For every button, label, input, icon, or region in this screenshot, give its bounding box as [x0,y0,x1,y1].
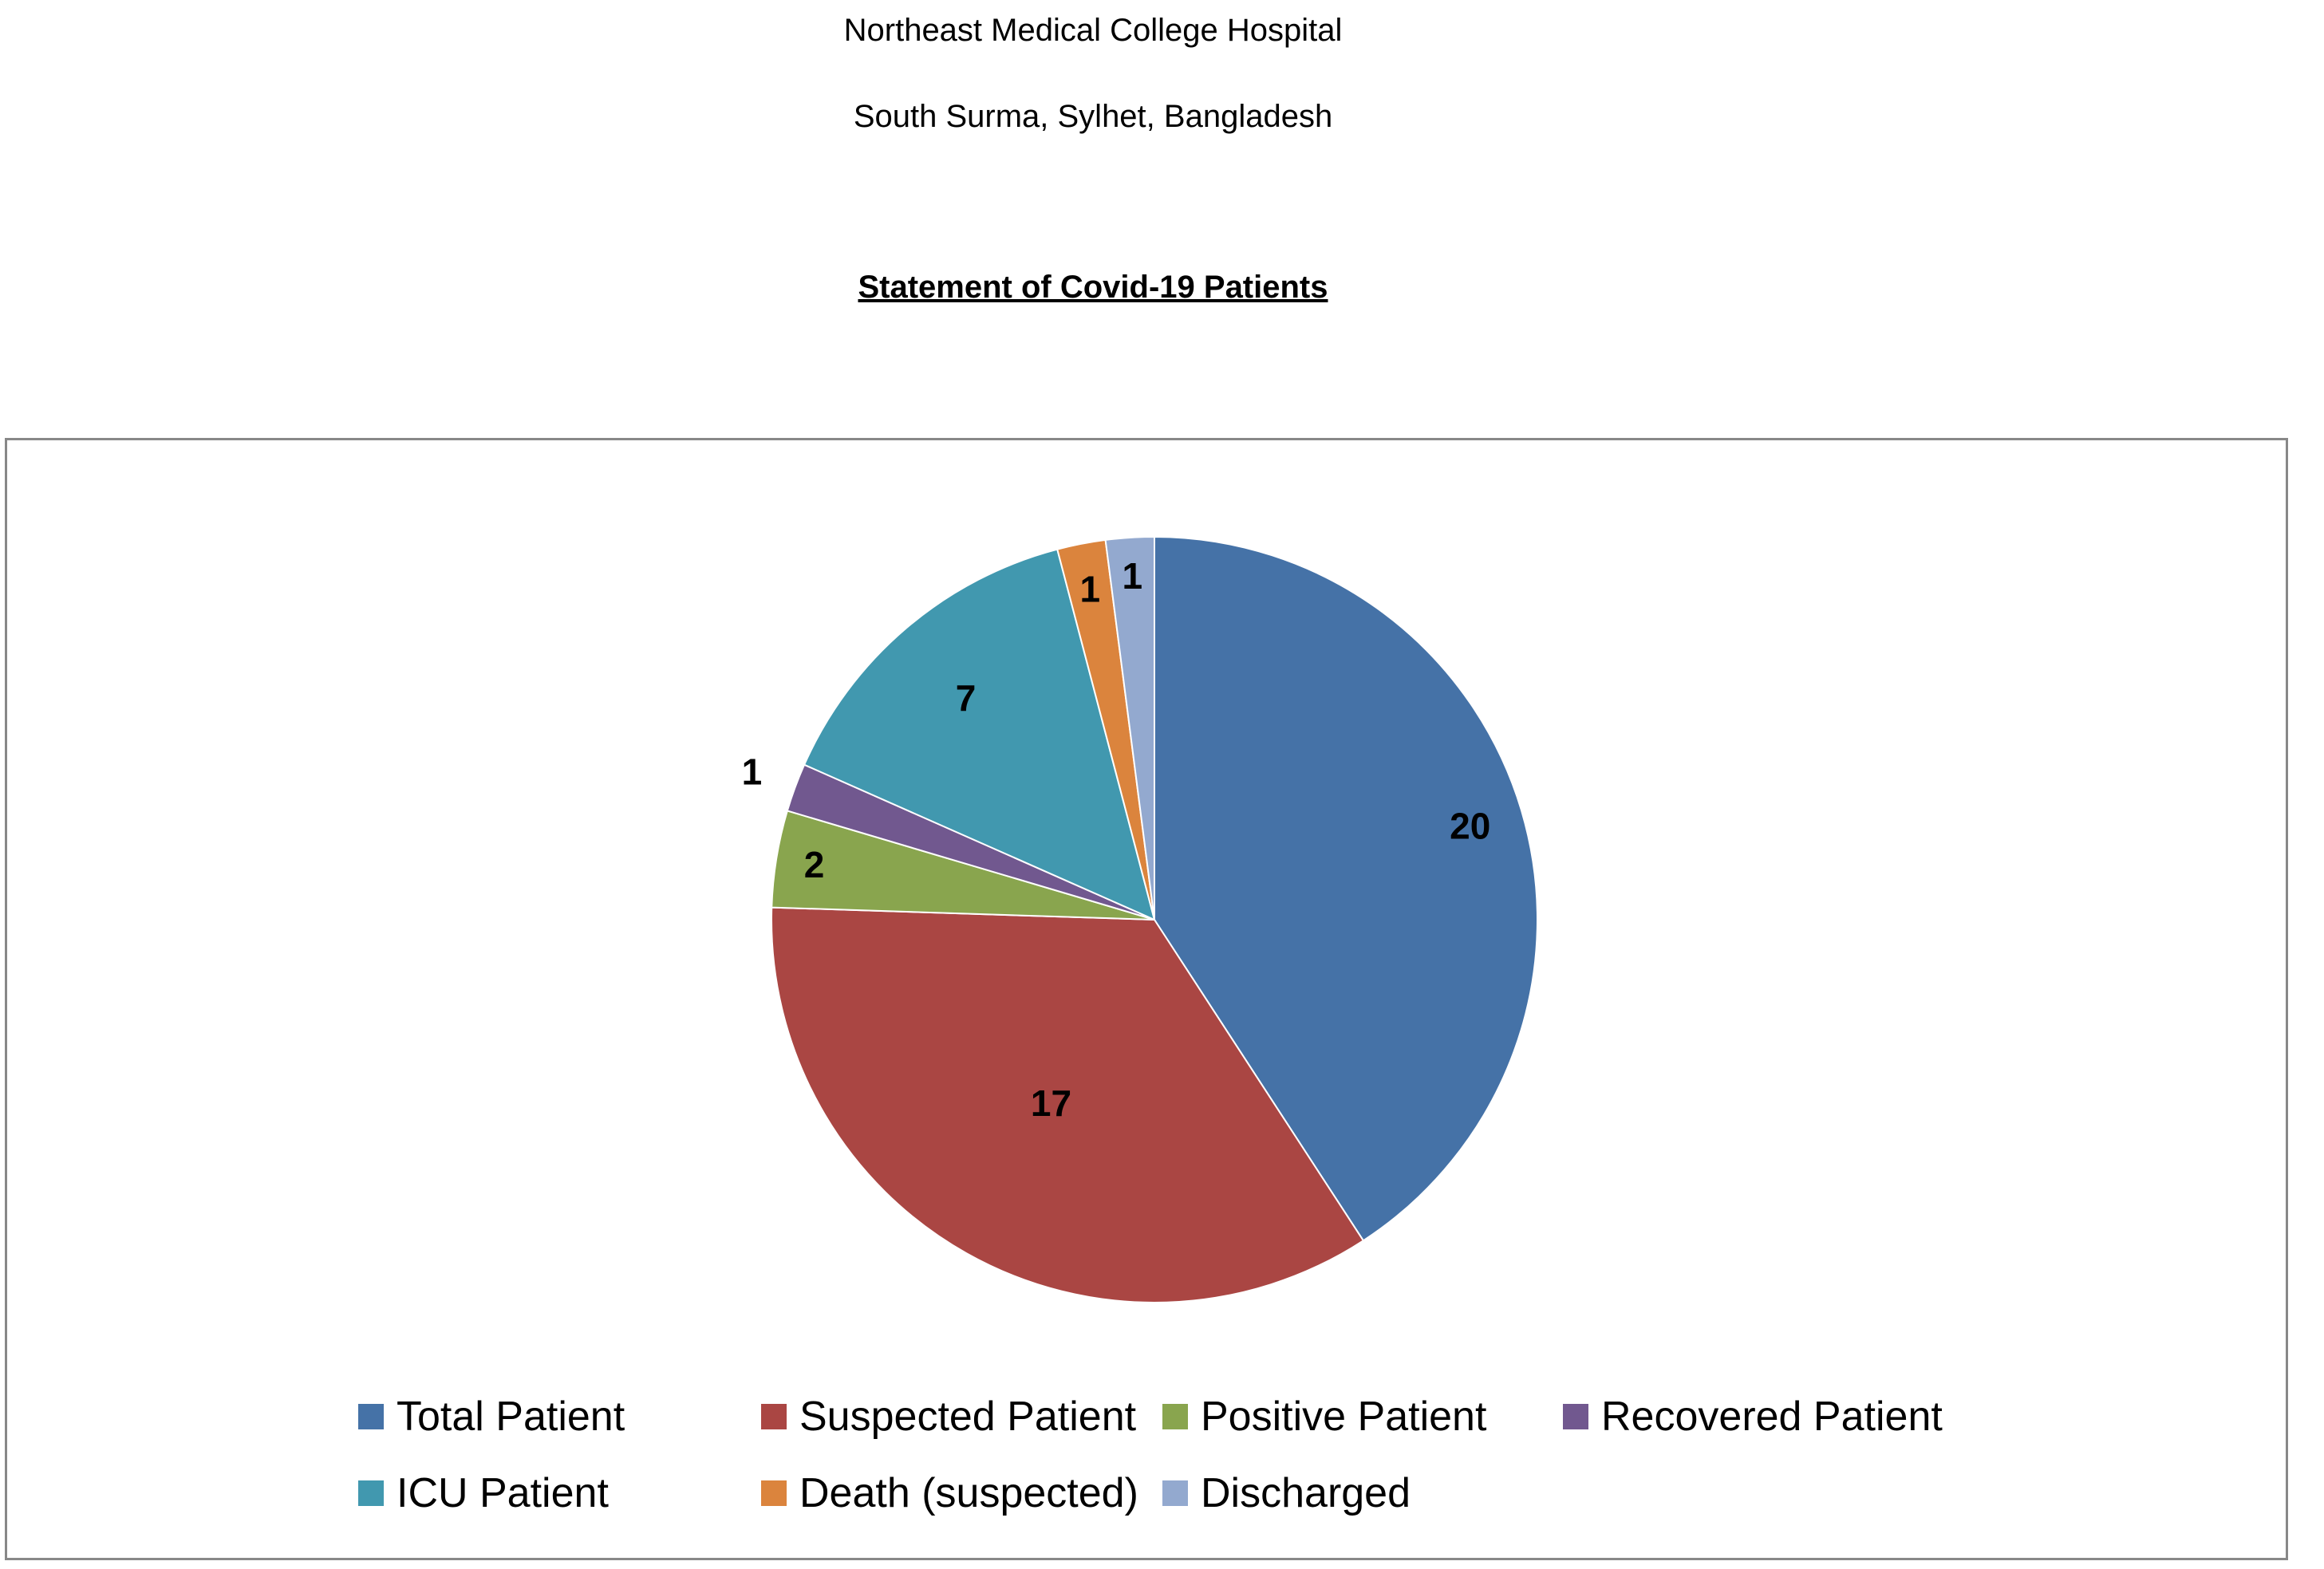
legend-item-total-patient: Total Patient [358,1393,625,1441]
pie-slices [771,535,1538,1303]
legend-swatch [1162,1480,1188,1506]
legend-item-discharged: Discharged [1162,1469,1411,1517]
legend-label: Suspected Patient [799,1394,1137,1440]
legend-label: Death (suspected) [799,1470,1138,1516]
legend-label: Total Patient [397,1394,625,1440]
legend-item-positive-patient: Positive Patient [1162,1393,1486,1441]
legend-swatch [358,1404,384,1429]
hospital-name: Northeast Medical College Hospital [843,13,1343,48]
pie-slice-suspected-patient [771,906,1365,1303]
legend-swatch [761,1480,787,1506]
legend-label: Discharged [1201,1470,1411,1516]
hospital-address: South Surma, Sylhet, Bangladesh [853,99,1333,134]
legend-label: ICU Patient [397,1470,609,1516]
data-label-recovered-patient: 1 [742,751,763,792]
legend-swatch [1162,1404,1188,1429]
legend-swatch [1563,1404,1588,1429]
data-label-positive-patient: 2 [804,844,825,885]
data-label-icu-patient: 7 [956,677,977,719]
legend-swatch [761,1404,787,1429]
data-label-death-suspected: 1 [1079,568,1100,609]
legend-item-suspected-patient: Suspected Patient [761,1393,1136,1441]
data-label-discharged: 1 [1123,555,1143,597]
pie-slice-discharged [1104,535,1155,921]
pie-slice-total-patient [1154,535,1538,1242]
data-label-total-patient: 20 [1450,806,1490,847]
pie-slice-icu-patient [803,548,1156,921]
chart-area: 20 17 2 1 7 1 1 Total Patient Suspected Patient… [5,438,2288,1560]
legend-swatch [358,1480,384,1506]
data-label-suspected-patient: 17 [1031,1082,1071,1124]
legend-label: Recovered Patient [1601,1394,1943,1440]
legend-label: Positive Patient [1201,1394,1487,1440]
legend-item-death-suspected: Death (suspected) [761,1469,1138,1517]
legend-item-icu-patient: ICU Patient [358,1469,609,1517]
chart-title: Statement of Covid-19 Patients [858,270,1328,305]
legend-item-recovered-patient: Recovered Patient [1563,1393,1943,1441]
